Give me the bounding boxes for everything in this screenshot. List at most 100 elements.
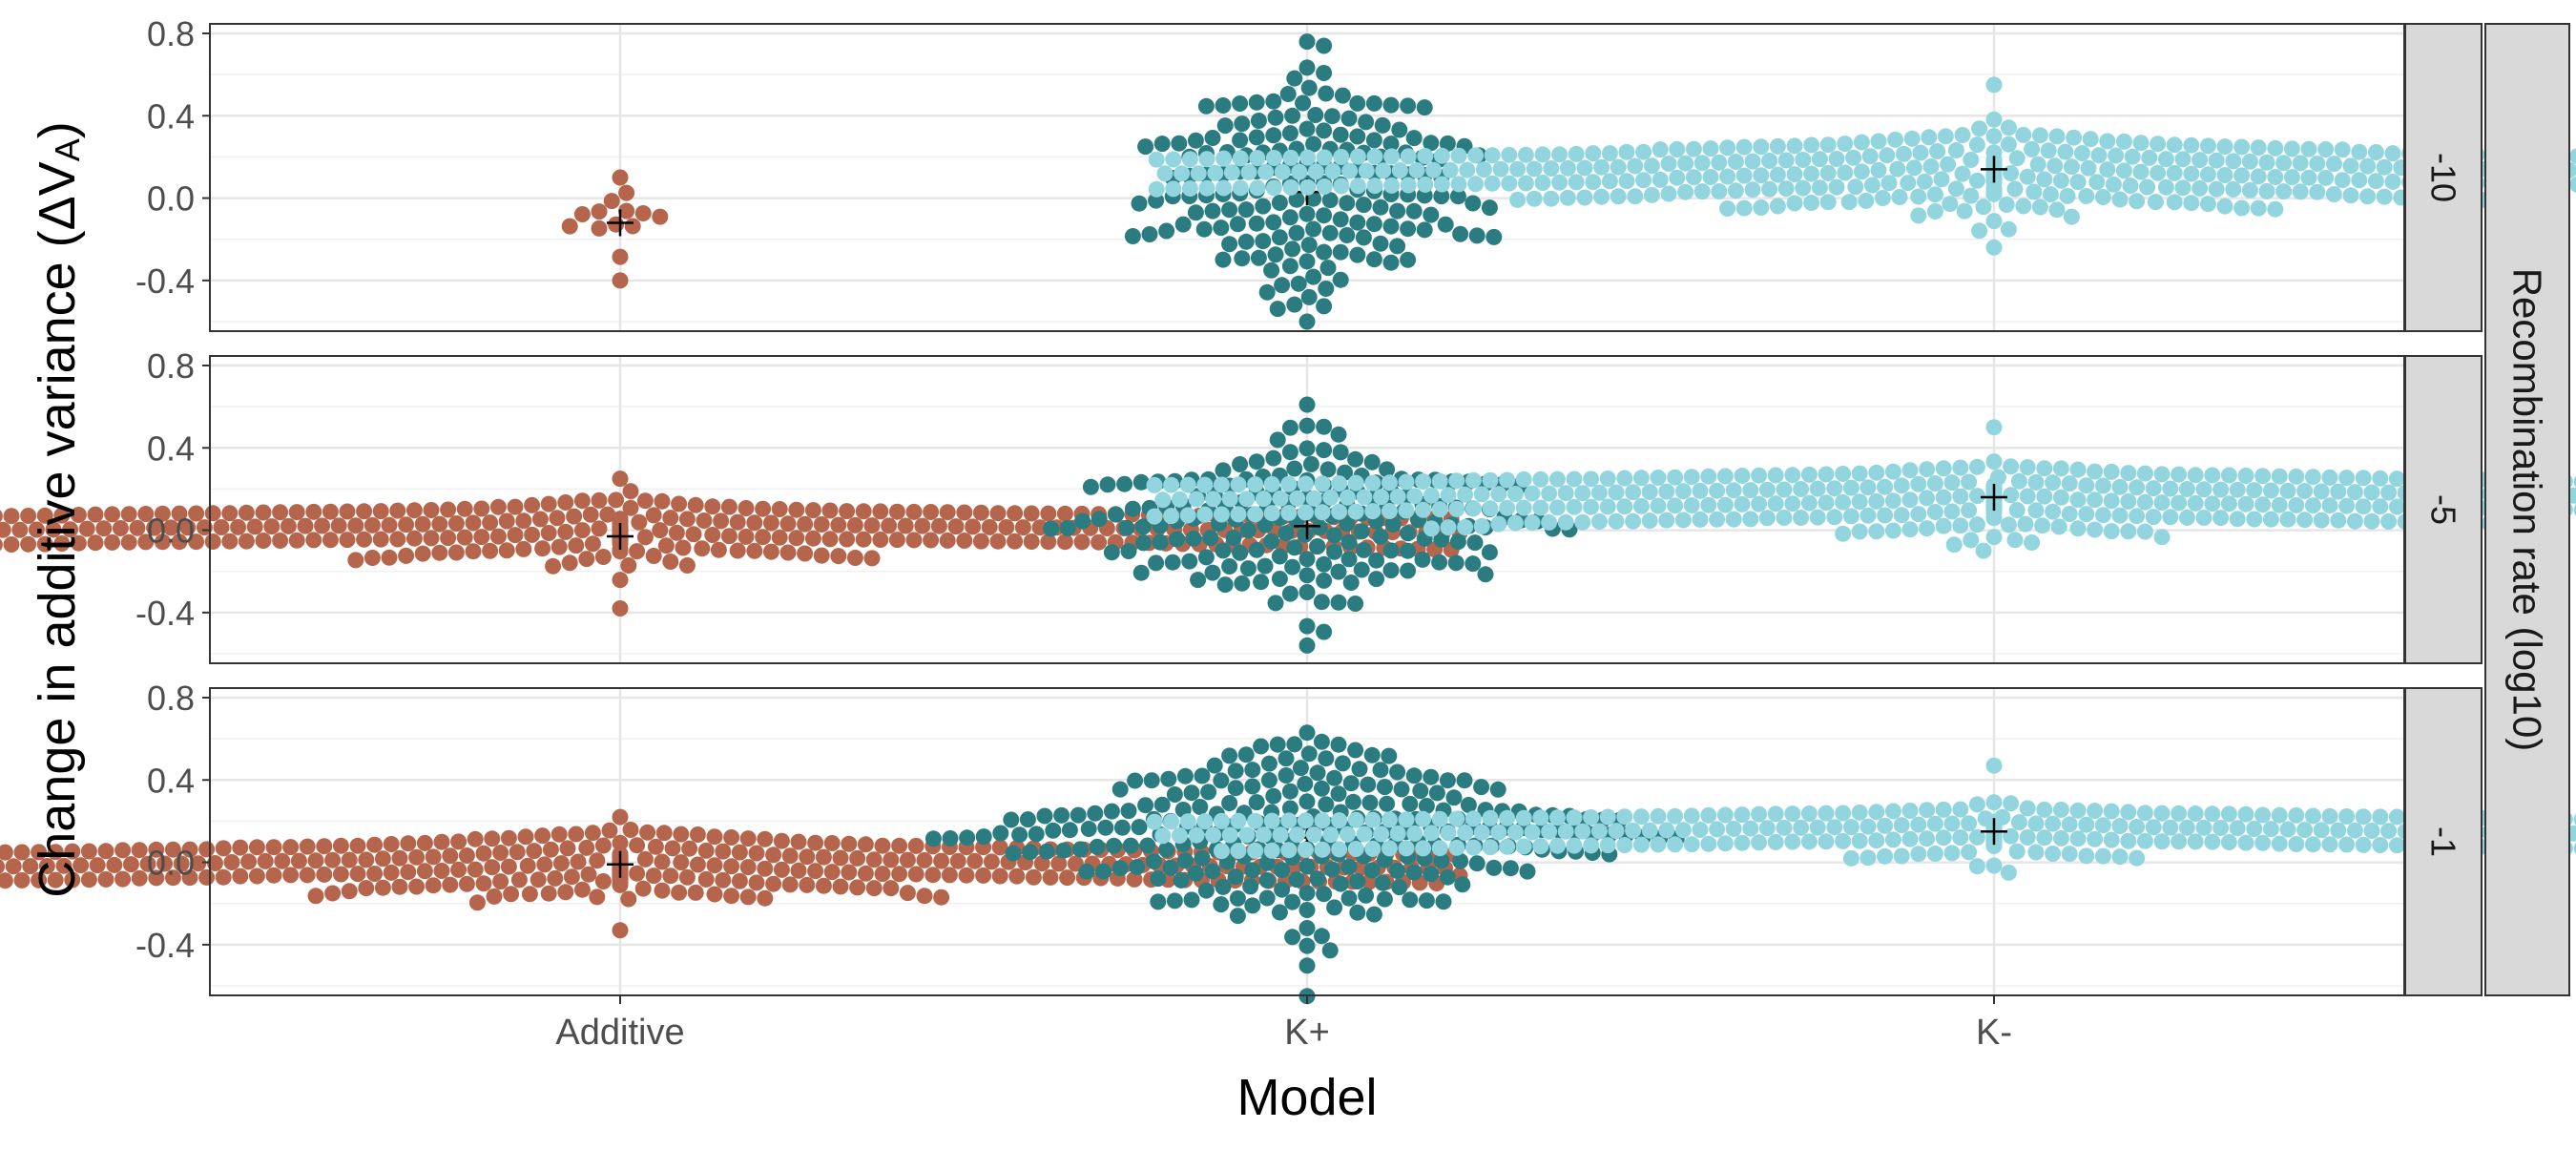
data-point-Additive — [364, 550, 381, 566]
data-point-K+ — [1299, 902, 1316, 918]
data-point-K- — [2036, 171, 2052, 187]
data-point-Additive — [266, 839, 282, 855]
data-point-K- — [1986, 529, 2003, 545]
data-point-K- — [2230, 820, 2246, 836]
data-point-K- — [1299, 179, 1316, 196]
data-point-K- — [1677, 156, 1693, 172]
data-point-Additive — [652, 209, 668, 225]
data-point-K- — [1600, 837, 1616, 853]
data-point-Additive — [88, 507, 104, 523]
data-point-Additive — [906, 532, 923, 548]
data-point-K- — [2326, 186, 2342, 202]
data-point-K+ — [1326, 899, 1342, 915]
data-point-K- — [2087, 831, 2103, 847]
data-point-K+ — [1316, 886, 1332, 902]
data-point-K- — [1532, 809, 1548, 826]
data-point-Additive — [613, 272, 629, 288]
data-point-K- — [2385, 145, 2401, 161]
data-point-K- — [1787, 166, 1803, 182]
data-point-K+ — [1282, 258, 1298, 274]
data-point-Additive — [408, 879, 425, 895]
data-point-Additive — [1026, 869, 1042, 886]
data-point-K- — [1577, 160, 1593, 177]
data-point-Additive — [6, 858, 22, 874]
data-point-K+ — [1299, 551, 1316, 567]
data-point-Additive — [1007, 505, 1023, 521]
data-point-K- — [1936, 460, 1952, 476]
data-point-K- — [1703, 169, 1719, 185]
data-point-Additive — [662, 554, 678, 570]
data-point-K- — [2171, 805, 2187, 822]
data-point-K- — [1457, 519, 1473, 535]
data-point-K- — [2246, 512, 2262, 528]
data-point-Additive — [482, 514, 498, 531]
data-point-K+ — [1478, 566, 1494, 582]
data-point-Additive — [503, 886, 519, 902]
data-point-K+ — [1400, 563, 1416, 579]
data-point-K- — [1241, 164, 1257, 180]
data-point-Additive — [511, 871, 528, 888]
data-point-K- — [2129, 508, 2145, 524]
data-point-Additive — [431, 516, 447, 533]
data-point-K- — [1172, 491, 1188, 508]
data-point-K- — [1247, 813, 1263, 829]
data-point-Additive — [434, 863, 450, 879]
data-point-K- — [1348, 504, 1364, 520]
data-point-K+ — [1316, 122, 1332, 138]
data-point-K- — [2238, 835, 2254, 851]
data-point-K+ — [1284, 929, 1300, 945]
data-point-K- — [2267, 201, 2283, 218]
data-point-Additive — [424, 530, 440, 546]
data-point-K+ — [1249, 794, 1265, 810]
data-point-K- — [1642, 512, 1658, 529]
data-point-K- — [1986, 858, 2003, 874]
data-point-Additive — [249, 839, 265, 855]
data-point-K+ — [1215, 97, 1232, 114]
data-point-K- — [2200, 196, 2216, 212]
data-point-K- — [1986, 76, 2003, 93]
data-point-K+ — [1503, 860, 1519, 876]
data-point-K- — [1289, 491, 1305, 507]
data-point-K- — [1938, 128, 1954, 144]
data-point-Additive — [230, 519, 246, 535]
data-point-K- — [2242, 182, 2258, 199]
data-point-K- — [2106, 177, 2122, 193]
data-point-Additive — [723, 858, 739, 874]
data-point-K+ — [1347, 596, 1363, 612]
data-point-Additive — [11, 522, 28, 538]
data-point-Additive — [398, 548, 414, 564]
data-point-K- — [2150, 165, 2166, 181]
data-point-Additive — [956, 533, 972, 549]
data-point-K- — [2171, 495, 2187, 512]
data-point-K- — [1249, 150, 1265, 166]
data-point-Additive — [0, 845, 13, 861]
data-point-K- — [1875, 190, 1891, 206]
data-point-Additive — [791, 863, 807, 879]
data-point-K- — [1415, 840, 1431, 856]
data-point-K+ — [1213, 220, 1229, 236]
data-point-K- — [1373, 826, 1389, 842]
data-point-K- — [1154, 827, 1171, 844]
data-point-K- — [1927, 816, 1943, 832]
data-point-K+ — [1389, 203, 1405, 220]
data-point-K- — [1448, 810, 1465, 826]
data-point-K- — [1927, 186, 1943, 202]
data-point-Additive — [426, 877, 442, 893]
data-point-K+ — [1139, 838, 1155, 854]
data-point-K+ — [1341, 111, 1358, 127]
data-point-K- — [2133, 164, 2150, 180]
data-point-K- — [2389, 470, 2405, 487]
data-point-Additive — [711, 542, 727, 558]
data-point-K+ — [1270, 431, 1286, 448]
data-point-K- — [1616, 498, 1632, 514]
data-point-K- — [1711, 183, 1727, 199]
data-point-Additive — [805, 502, 821, 518]
data-point-K- — [1826, 819, 1842, 835]
data-point-K+ — [1375, 117, 1391, 134]
data-point-K+ — [1195, 768, 1211, 784]
data-point-Additive — [459, 876, 475, 892]
data-point-Additive — [0, 872, 13, 889]
data-point-K+ — [1238, 746, 1255, 763]
data-point-Additive — [114, 871, 131, 888]
data-point-K- — [1238, 826, 1255, 843]
